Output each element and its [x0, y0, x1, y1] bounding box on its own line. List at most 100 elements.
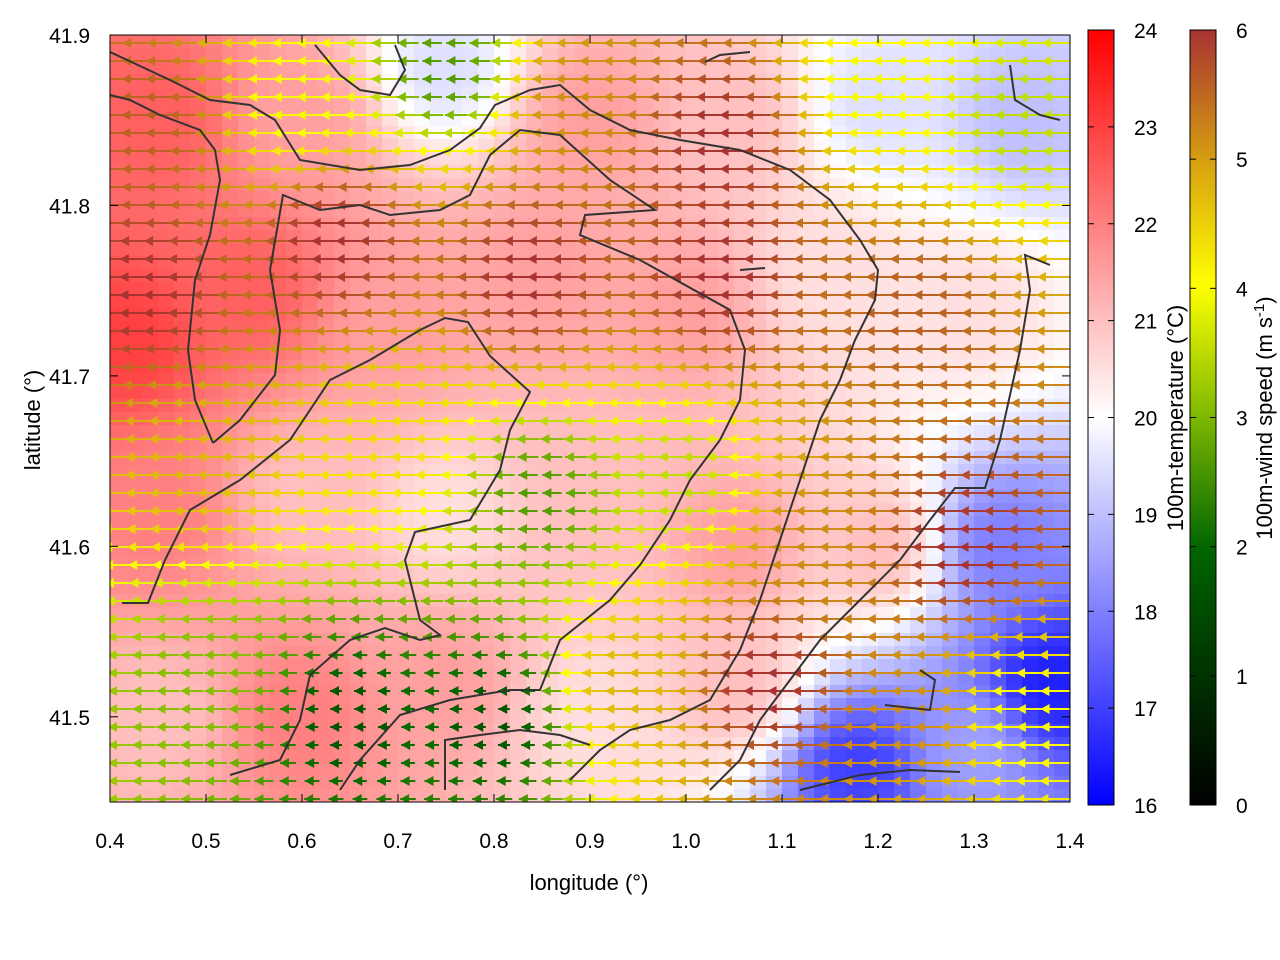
temperature-cell — [926, 425, 943, 439]
temperature-cell — [654, 646, 671, 660]
temperature-cell — [590, 243, 607, 257]
temperature-cell — [382, 35, 399, 49]
temperature-cell — [782, 139, 799, 153]
temperature-cell — [958, 113, 975, 127]
temperature-cell — [734, 74, 751, 88]
temperature-cell — [638, 269, 655, 283]
temperature-cell — [1022, 438, 1039, 452]
temperature-cell — [542, 308, 559, 322]
temperature-cell — [142, 152, 159, 166]
temperature-cell — [814, 243, 831, 257]
temperature-cell — [926, 750, 943, 764]
temperature-cell — [590, 646, 607, 660]
temperature-cell — [734, 191, 751, 205]
temperature-cell — [686, 659, 703, 673]
temperature-cell — [318, 282, 335, 296]
temperature-cell — [766, 61, 783, 75]
temperature-cell — [702, 178, 719, 192]
temperature-cell — [1038, 620, 1055, 634]
temperature-cell — [734, 269, 751, 283]
temperature-cell — [862, 412, 879, 426]
temperature-cell — [142, 425, 159, 439]
temperature-cell — [894, 152, 911, 166]
temperature-cell — [958, 165, 975, 179]
temperature-cell — [686, 74, 703, 88]
temperature-cell — [110, 386, 127, 400]
temperature-cell — [926, 711, 943, 725]
temperature-cell — [190, 737, 207, 751]
temperature-cell — [478, 35, 495, 49]
temperature-cell — [878, 776, 895, 790]
temperature-cell — [1054, 178, 1070, 192]
temperature-cell — [494, 282, 511, 296]
temperature-cell — [1022, 100, 1039, 114]
temperature-cell — [446, 425, 463, 439]
temperature-cell — [526, 152, 543, 166]
temperature-cell — [878, 711, 895, 725]
temperature-cell — [1006, 139, 1023, 153]
temperature-cell — [1022, 633, 1039, 647]
temperature-cell — [878, 386, 895, 400]
temperature-cell — [222, 568, 239, 582]
temperature-cell — [782, 763, 799, 777]
temperature-cell — [590, 48, 607, 62]
temperature-cell — [254, 308, 271, 322]
temperature-cell — [1006, 165, 1023, 179]
temperature-cell — [702, 74, 719, 88]
temperature-cell — [366, 191, 383, 205]
temperature-cell — [686, 35, 703, 49]
temperature-cell — [686, 373, 703, 387]
temperature-cell — [494, 204, 511, 218]
temperature-cell — [926, 139, 943, 153]
temperature-cell — [846, 48, 863, 62]
temperature-cell — [1022, 347, 1039, 361]
temperature-cell — [1054, 399, 1070, 413]
temperature-cell — [398, 191, 415, 205]
temperature-cell — [590, 282, 607, 296]
temperature-cell — [638, 113, 655, 127]
temperature-cell — [750, 386, 767, 400]
temperature-cell — [670, 295, 687, 309]
temperature-cell — [302, 425, 319, 439]
temperature-cell — [638, 178, 655, 192]
temperature-cell — [302, 178, 319, 192]
temperature-cell — [574, 178, 591, 192]
temperature-cell — [286, 152, 303, 166]
temperature-cell — [430, 35, 447, 49]
temperature-cell — [686, 152, 703, 166]
temperature-cell — [1054, 633, 1070, 647]
temperature-cell — [1006, 113, 1023, 127]
temperature-cell — [926, 620, 943, 634]
temperature-cell — [110, 503, 127, 517]
temperature-cell — [782, 334, 799, 348]
temperature-cell — [270, 61, 287, 75]
temperature-cell — [478, 542, 495, 556]
temperature-cell — [414, 100, 431, 114]
temperature-cell — [830, 113, 847, 127]
temperature-cell — [110, 204, 127, 218]
temperature-cell — [862, 425, 879, 439]
temperature-cell — [926, 399, 943, 413]
temperature-cell — [414, 61, 431, 75]
temperature-cell — [382, 386, 399, 400]
temperature-cell — [254, 477, 271, 491]
temperature-cell — [398, 48, 415, 62]
temperature-cell — [302, 347, 319, 361]
temperature-cell — [222, 386, 239, 400]
temperature-cell — [286, 334, 303, 348]
temperature-cell — [430, 113, 447, 127]
temperature-cell — [878, 282, 895, 296]
temperature-cell — [238, 152, 255, 166]
temperature-cell — [110, 191, 127, 205]
temperature-cell — [782, 178, 799, 192]
temperature-cell — [142, 568, 159, 582]
temperature-cell — [446, 321, 463, 335]
temperature-cell — [622, 412, 639, 426]
temperature-cell — [478, 295, 495, 309]
temperature-cell — [542, 568, 559, 582]
temperature-cell — [814, 61, 831, 75]
temperature-cell — [206, 295, 223, 309]
temperature-cell — [702, 477, 719, 491]
temperature-cell — [638, 347, 655, 361]
temperature-cell — [926, 477, 943, 491]
